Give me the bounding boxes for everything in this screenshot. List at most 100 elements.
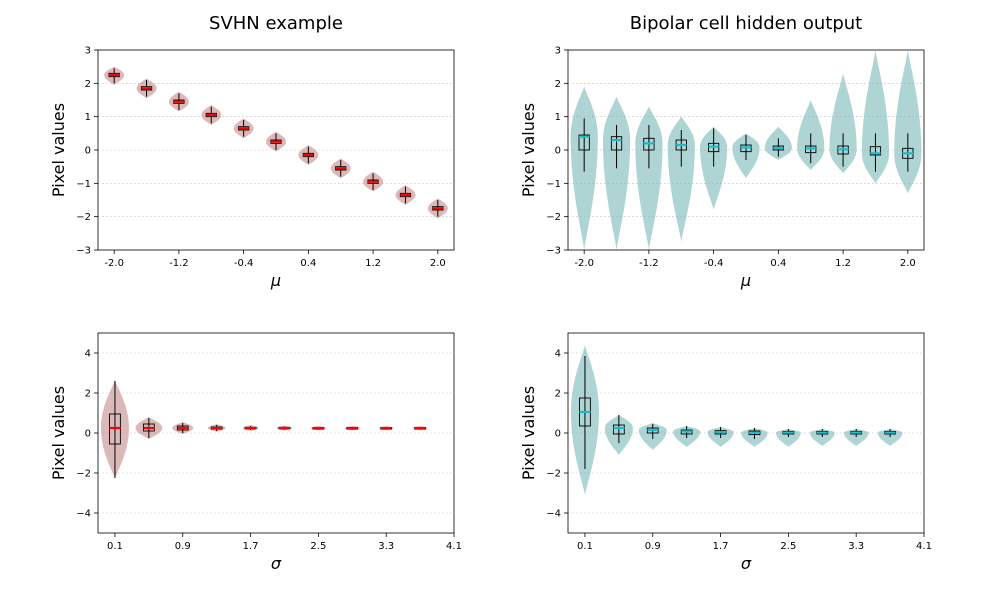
violin-3 bbox=[172, 422, 194, 434]
violin-body bbox=[602, 96, 631, 250]
y-axis-label: Pixel values bbox=[49, 386, 68, 480]
y-tick-label: −3 bbox=[76, 246, 91, 257]
chart-title: SVHN example bbox=[209, 13, 343, 34]
y-tick-label: 4 bbox=[85, 349, 91, 360]
violin-7 bbox=[764, 126, 792, 160]
y-axis-label: Pixel values bbox=[519, 103, 538, 197]
y-tick-label: 0 bbox=[85, 429, 91, 440]
violin-2 bbox=[135, 417, 163, 439]
x-tick-label: -1.2 bbox=[169, 258, 189, 269]
y-tick-label: 3 bbox=[555, 46, 561, 57]
y-tick-label: 2 bbox=[85, 389, 91, 400]
violin-2 bbox=[602, 96, 631, 250]
y-axis-label: Pixel values bbox=[519, 386, 538, 480]
x-tick-label: 0.4 bbox=[300, 258, 316, 269]
violin-8 bbox=[344, 426, 361, 430]
y-tick-label: 0 bbox=[555, 146, 561, 157]
y-tick-label: −2 bbox=[76, 212, 91, 223]
x-axis-label: μ bbox=[270, 271, 281, 290]
x-tick-label: -0.4 bbox=[234, 258, 254, 269]
violin-8 bbox=[330, 158, 351, 179]
violin-body bbox=[877, 429, 903, 446]
violin-10 bbox=[877, 429, 903, 446]
violin-body bbox=[700, 126, 728, 210]
y-tick-label: 4 bbox=[555, 349, 561, 360]
violin-9 bbox=[363, 171, 384, 192]
x-tick-label: 3.3 bbox=[378, 541, 394, 552]
y-tick-label: 2 bbox=[85, 79, 91, 90]
violin-body bbox=[894, 50, 922, 194]
x-tick-label: -0.4 bbox=[704, 258, 724, 269]
y-tick-label: 0 bbox=[85, 146, 91, 157]
box bbox=[612, 424, 625, 435]
violin-body bbox=[829, 73, 857, 174]
x-tick-label: 2.5 bbox=[310, 541, 326, 552]
y-tick-label: −1 bbox=[546, 179, 561, 190]
box bbox=[578, 134, 590, 151]
violin-9 bbox=[378, 426, 394, 430]
violin-7 bbox=[310, 426, 327, 430]
violin-9 bbox=[829, 73, 857, 174]
y-tick-label: −4 bbox=[546, 509, 561, 520]
violin-4 bbox=[667, 116, 695, 242]
violin-11 bbox=[427, 198, 448, 219]
violin-2 bbox=[604, 415, 633, 455]
x-tick-label: 1.2 bbox=[365, 258, 381, 269]
violin-body bbox=[776, 429, 801, 447]
chart-title: Bipolar cell hidden output bbox=[630, 13, 862, 34]
violin-body bbox=[635, 106, 663, 250]
y-tick-label: −3 bbox=[546, 246, 561, 257]
x-tick-label: 1.2 bbox=[835, 258, 851, 269]
x-axis-label: σ bbox=[271, 554, 282, 573]
y-tick-label: −2 bbox=[76, 469, 91, 480]
violin-3 bbox=[635, 106, 663, 250]
violin-4 bbox=[673, 426, 701, 447]
violin-6 bbox=[741, 428, 768, 447]
violin-11 bbox=[894, 50, 922, 194]
violin-2 bbox=[136, 78, 157, 99]
y-tick-label: −1 bbox=[76, 179, 91, 190]
subplot-2: 3 2 1 0 −1 −2 −3 -2.0 -1.2 -0.4 0.4 1.2 2.0 μ Pixel va… bbox=[519, 13, 925, 290]
violin-4 bbox=[207, 424, 226, 432]
x-tick-label: 1.7 bbox=[243, 541, 259, 552]
violin-6 bbox=[266, 131, 286, 152]
violin-7 bbox=[776, 429, 801, 447]
violin-10 bbox=[412, 426, 428, 430]
violin-5 bbox=[233, 118, 254, 139]
subplot-1: 3 2 1 0 −1 −2 −3 -2.0 -1.2 -0.4 0.4 1.2 2.0 μ Pixel va… bbox=[49, 13, 455, 290]
x-tick-label: 2.0 bbox=[430, 258, 446, 269]
subplot-4: 4 2 0 −2 −4 0.1 0.9 1.7 2.5 3.3 4.1 σ Pixel values bbox=[519, 332, 932, 573]
x-tick-label: -1.2 bbox=[639, 258, 659, 269]
violin-body bbox=[861, 50, 890, 184]
y-tick-label: −4 bbox=[76, 509, 91, 520]
violin-8 bbox=[809, 429, 835, 446]
y-tick-label: 2 bbox=[555, 79, 561, 90]
y-tick-label: −2 bbox=[546, 212, 561, 223]
violin-3 bbox=[638, 423, 667, 450]
y-tick-label: 1 bbox=[85, 112, 91, 123]
y-tick-label: 2 bbox=[555, 389, 561, 400]
x-tick-label: 0.9 bbox=[645, 541, 661, 552]
box bbox=[610, 136, 623, 151]
violin-5 bbox=[700, 126, 728, 210]
violin-1 bbox=[100, 380, 129, 479]
violin-8 bbox=[797, 100, 825, 170]
violin-3 bbox=[168, 91, 189, 112]
x-tick-label: 3.3 bbox=[848, 541, 864, 552]
violin-5 bbox=[242, 425, 259, 431]
violin-1 bbox=[104, 66, 125, 85]
y-tick-label: 1 bbox=[555, 112, 561, 123]
y-axis-label: Pixel values bbox=[49, 103, 68, 197]
violin-5 bbox=[707, 427, 734, 447]
violin-6 bbox=[276, 425, 293, 431]
violin-body bbox=[809, 429, 835, 446]
violin-7 bbox=[298, 145, 319, 165]
x-tick-label: 2.0 bbox=[900, 258, 916, 269]
box bbox=[869, 146, 882, 156]
x-tick-label: -2.0 bbox=[574, 258, 594, 269]
x-tick-label: -2.0 bbox=[104, 258, 124, 269]
y-tick-label: 3 bbox=[85, 46, 91, 57]
x-tick-label: 4.1 bbox=[446, 541, 462, 552]
x-tick-label: 1.7 bbox=[713, 541, 729, 552]
